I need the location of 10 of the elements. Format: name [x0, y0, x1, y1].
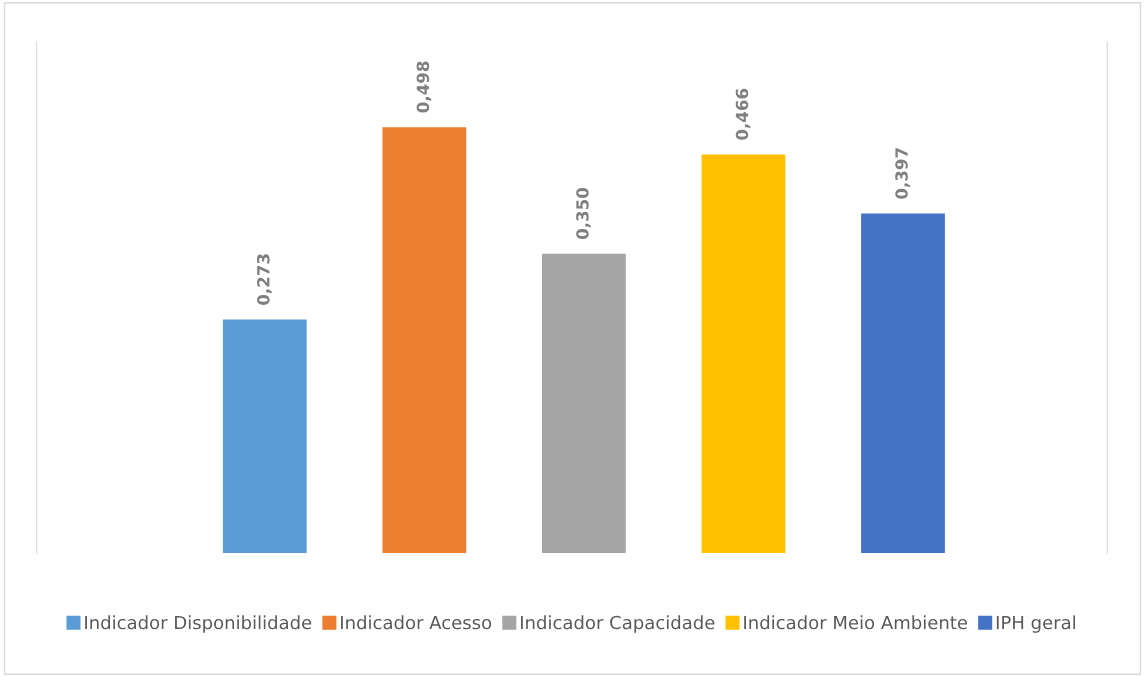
legend-label: IPH geral [996, 615, 1076, 633]
legend-label: Indicador Acesso [341, 615, 492, 630]
data-label: 0,397 [895, 148, 910, 199]
data-label: 0,466 [735, 88, 751, 140]
data-label: 0,350 [576, 187, 591, 240]
legend-label: Indicador Meio Ambiente [744, 615, 968, 630]
data-label: 0,273 [257, 254, 272, 305]
data-label: 0,498 [416, 61, 432, 113]
legend-label: Indicador Capacidade [520, 615, 715, 633]
legend-label: Indicador Disponibilidade [85, 615, 312, 633]
